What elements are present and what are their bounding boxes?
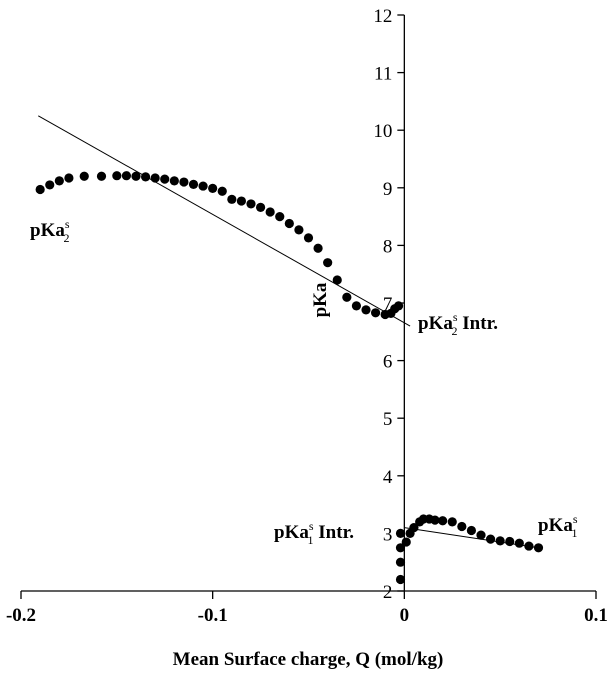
y-tick-label: 10 — [373, 121, 392, 142]
data-point — [505, 536, 515, 547]
data-point — [409, 523, 419, 533]
annotation-suffix: Intr. — [314, 522, 354, 543]
data-point — [255, 202, 266, 212]
data-point — [45, 180, 55, 190]
data-point — [96, 171, 107, 181]
fit-line — [38, 115, 411, 327]
data-point — [160, 174, 170, 184]
data-point — [188, 179, 199, 189]
data-point — [395, 574, 406, 585]
annotation-sup: s — [453, 310, 458, 324]
annotation-sub: 2 — [452, 324, 458, 338]
x-tick-label: -0.2 — [6, 605, 36, 626]
annotation: pKas 2 Intr. — [418, 310, 498, 338]
y-tick-label: 4 — [383, 467, 393, 488]
y-tick-label: 8 — [383, 236, 393, 257]
data-point — [395, 528, 406, 539]
data-point — [236, 196, 247, 206]
annotation-base: pKa — [274, 522, 309, 543]
data-point — [438, 516, 448, 526]
data-point — [64, 173, 74, 183]
data-point — [275, 212, 285, 222]
annotation-sub: 2 — [64, 231, 70, 245]
data-point — [284, 218, 294, 229]
annotation: pKas 2 — [30, 217, 70, 245]
y-tick-label: 11 — [374, 64, 392, 85]
data-point — [303, 233, 314, 243]
data-point — [514, 538, 524, 548]
data-point — [169, 176, 179, 186]
x-tick-label: 0 — [400, 605, 410, 626]
annotation-base: pKa — [538, 515, 573, 536]
data-point — [208, 183, 218, 193]
annotation-sup: s — [309, 519, 314, 533]
data-point — [485, 534, 496, 544]
y-tick-label: 2 — [383, 582, 393, 603]
data-point — [393, 301, 404, 311]
data-point — [198, 181, 208, 191]
y-tick-label: 12 — [373, 6, 392, 27]
annotation: pKas 1 — [538, 512, 578, 540]
data-point — [217, 186, 227, 196]
data-point — [246, 199, 256, 209]
annotation-sub: 1 — [308, 533, 314, 547]
data-point — [401, 537, 411, 547]
data-point — [395, 557, 406, 567]
fit-line — [404, 527, 539, 549]
data-point — [370, 308, 381, 318]
data-point — [265, 207, 275, 217]
data-point — [476, 530, 486, 540]
x-tick-label: -0.1 — [198, 605, 228, 626]
data-point — [533, 543, 544, 553]
data-point — [466, 525, 477, 536]
data-point — [313, 243, 323, 253]
annotation-sup: s — [573, 512, 578, 526]
data-point — [447, 517, 457, 527]
data-point — [361, 305, 371, 315]
y-tick-label: 9 — [383, 179, 393, 200]
x-axis-label: Mean Surface charge, Q (mol/kg) — [173, 649, 444, 670]
data-point — [395, 543, 406, 553]
y-tick-label: 5 — [383, 409, 393, 430]
y-axis-label: pKa — [310, 282, 331, 317]
data-point — [457, 521, 467, 532]
y-tick-label: 6 — [383, 352, 393, 373]
data-point — [112, 171, 122, 181]
annotation-sub: 1 — [572, 526, 578, 540]
data-point — [332, 275, 342, 285]
x-tick-label: 0.1 — [584, 605, 608, 626]
data-point — [342, 292, 352, 302]
data-point — [150, 173, 160, 183]
annotation-sup: s — [65, 217, 70, 231]
annotation-base: pKa — [30, 220, 65, 241]
data-point — [227, 194, 237, 204]
data-point — [179, 177, 189, 187]
data-point — [495, 536, 505, 546]
data-point — [430, 515, 440, 525]
data-point — [121, 171, 132, 181]
data-point — [54, 176, 64, 186]
data-point — [351, 301, 362, 311]
annotation-base: pKa — [418, 313, 453, 334]
data-point — [323, 258, 333, 268]
annotation-suffix: Intr. — [458, 313, 498, 334]
data-point — [35, 184, 45, 195]
data-point — [79, 171, 89, 181]
y-tick-label: 7 — [383, 294, 393, 315]
data-point — [294, 225, 304, 235]
y-tick-label: 3 — [383, 524, 393, 545]
annotation: pKas 1 Intr. — [274, 519, 354, 547]
data-point — [131, 171, 141, 181]
